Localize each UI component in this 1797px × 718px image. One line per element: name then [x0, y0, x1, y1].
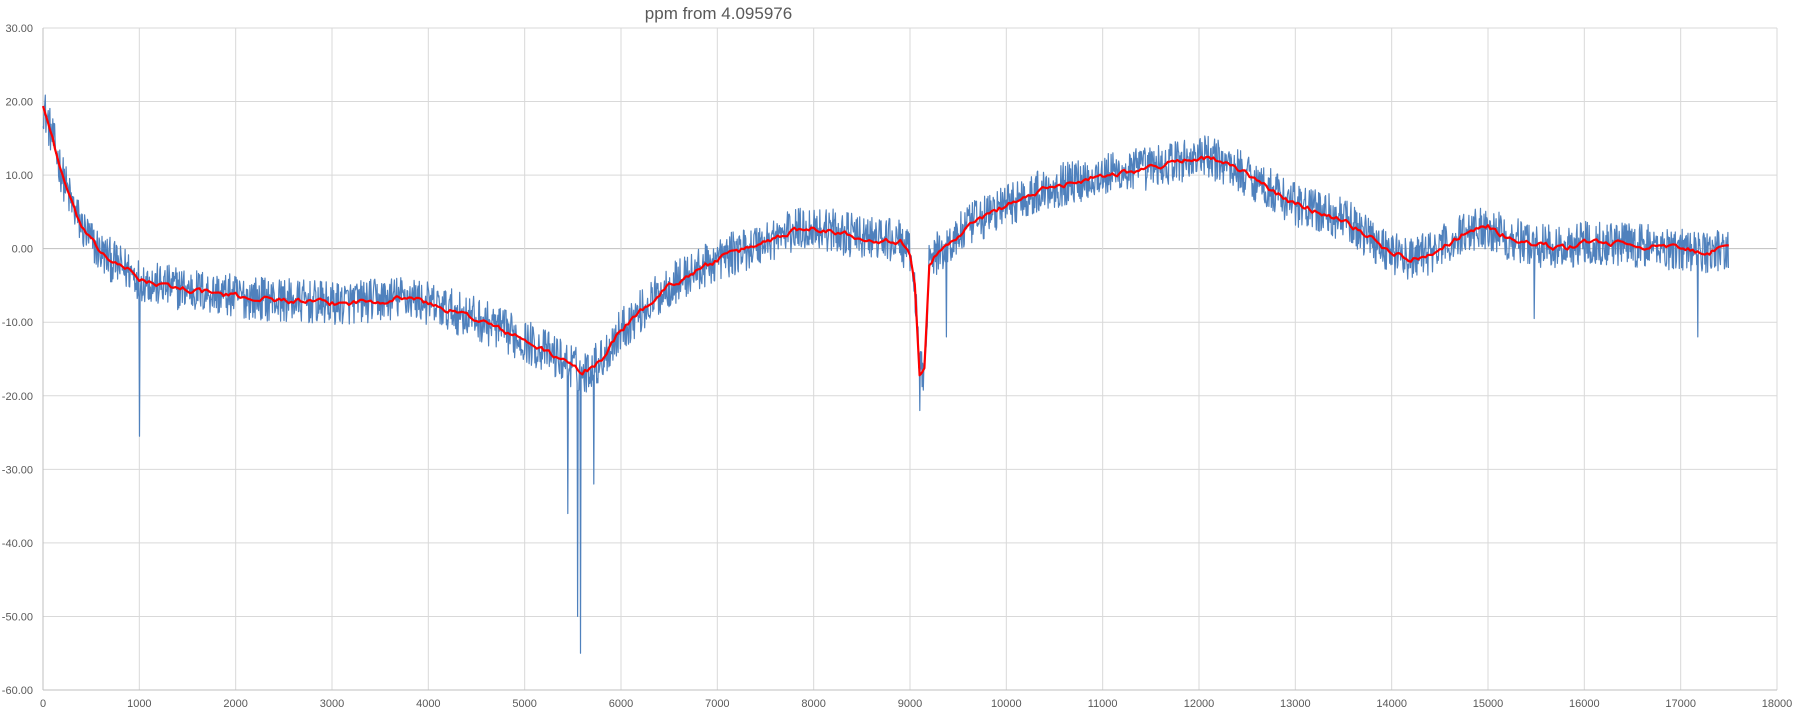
x-tick-label: 6000: [609, 698, 633, 710]
x-tick-label: 15000: [1473, 698, 1504, 710]
y-tick-label: -30.00: [2, 464, 33, 476]
series-layer: [41, 94, 1729, 654]
x-tick-label: 10000: [991, 698, 1022, 710]
x-tick-label: 17000: [1665, 698, 1696, 710]
y-tick-label: 20.00: [5, 97, 33, 109]
x-tick-label: 7000: [705, 698, 729, 710]
tick-labels: -60.00 -50.00 -40.00 -30.00 -20.00 -10.00 0.00…: [2, 23, 1793, 710]
x-tick-label: 12000: [1184, 698, 1215, 710]
y-tick-label: 0.00: [12, 244, 33, 256]
grid-layer: [42, 27, 1778, 691]
x-tick-label: 0: [40, 698, 46, 710]
x-tick-label: 8000: [801, 698, 825, 710]
x-tick-label: 1000: [127, 698, 151, 710]
x-tick-label: 16000: [1569, 698, 1600, 710]
x-tick-label: 4000: [416, 698, 440, 710]
y-tick-label: -50.00: [2, 611, 33, 623]
x-tick-label: 3000: [320, 698, 344, 710]
chart-title: ppm from 4.095976: [644, 4, 793, 23]
x-tick-label: 13000: [1280, 698, 1311, 710]
y-tick-label: -60.00: [2, 685, 33, 697]
y-tick-label: -10.00: [2, 317, 33, 329]
x-tick-label: 2000: [223, 698, 247, 710]
x-tick-label: 14000: [1376, 698, 1407, 710]
y-tick-label: 30.00: [5, 23, 33, 35]
y-tick-label: 10.00: [5, 170, 33, 182]
series-raw-line: [42, 94, 1729, 654]
x-tick-label: 18000: [1762, 698, 1793, 710]
series-smoothed-line: [41, 105, 1729, 377]
x-tick-label: 9000: [898, 698, 922, 710]
x-tick-label: 5000: [512, 698, 536, 710]
x-tick-label: 11000: [1088, 698, 1118, 710]
y-tick-label: -40.00: [2, 538, 33, 550]
y-tick-label: -20.00: [2, 391, 33, 403]
